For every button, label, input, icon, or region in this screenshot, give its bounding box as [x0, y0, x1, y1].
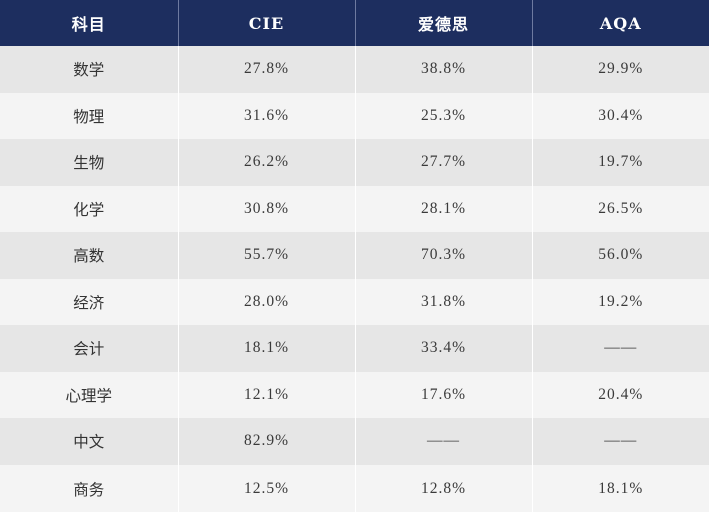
edexcel-cell: 25.3% [355, 92, 533, 139]
header-subject: 科目 [0, 0, 179, 46]
cie-cell: 12.5% [178, 464, 356, 512]
subject-cell: 物理 [0, 92, 179, 139]
aqa-cell: 18.1% [532, 464, 709, 512]
edexcel-cell: —— [355, 418, 533, 465]
header-aqa: AQA [532, 0, 709, 46]
aqa-cell: 26.5% [532, 185, 709, 232]
edexcel-cell: 17.6% [355, 371, 533, 418]
aqa-cell: —— [532, 325, 709, 372]
edexcel-cell: 12.8% [355, 464, 533, 512]
cie-cell: 55.7% [178, 232, 356, 279]
aqa-cell: 19.7% [532, 139, 709, 186]
edexcel-cell: 27.7% [355, 139, 533, 186]
cie-cell: 28.0% [178, 278, 356, 325]
aqa-cell: —— [532, 418, 709, 465]
table-row: 数学 27.8% 38.8% 29.9% [0, 46, 709, 93]
subject-cell: 化学 [0, 185, 179, 232]
edexcel-cell: 28.1% [355, 185, 533, 232]
edexcel-cell: 38.8% [355, 46, 533, 93]
header-cie: CIE [178, 0, 356, 46]
table-row: 心理学 12.1% 17.6% 20.4% [0, 371, 709, 418]
table-row: 会计 18.1% 33.4% —— [0, 325, 709, 372]
subject-cell: 数学 [0, 46, 179, 93]
subject-cell: 中文 [0, 418, 179, 465]
cie-cell: 30.8% [178, 185, 356, 232]
header-edexcel: 爱德思 [355, 0, 533, 46]
table-row: 生物 26.2% 27.7% 19.7% [0, 139, 709, 186]
cie-cell: 12.1% [178, 371, 356, 418]
table-row: 高数 55.7% 70.3% 56.0% [0, 232, 709, 279]
subject-cell: 心理学 [0, 371, 179, 418]
table-row: 经济 28.0% 31.8% 19.2% [0, 278, 709, 325]
subject-cell: 高数 [0, 232, 179, 279]
aqa-cell: 30.4% [532, 92, 709, 139]
cie-cell: 18.1% [178, 325, 356, 372]
table-row: 物理 31.6% 25.3% 30.4% [0, 92, 709, 139]
cie-cell: 82.9% [178, 418, 356, 465]
table-header: 科目 CIE 爱德思 AQA [0, 0, 709, 46]
edexcel-cell: 31.8% [355, 278, 533, 325]
aqa-cell: 19.2% [532, 278, 709, 325]
header-row: 科目 CIE 爱德思 AQA [0, 0, 709, 46]
cie-cell: 27.8% [178, 46, 356, 93]
aqa-cell: 29.9% [532, 46, 709, 93]
aqa-cell: 56.0% [532, 232, 709, 279]
subject-cell: 生物 [0, 139, 179, 186]
subject-cell: 会计 [0, 325, 179, 372]
table-row: 商务 12.5% 12.8% 18.1% [0, 464, 709, 512]
subject-cell: 经济 [0, 278, 179, 325]
subject-cell: 商务 [0, 464, 179, 512]
edexcel-cell: 33.4% [355, 325, 533, 372]
table-body: 数学 27.8% 38.8% 29.9% 物理 31.6% 25.3% 30.4… [0, 46, 709, 512]
aqa-cell: 20.4% [532, 371, 709, 418]
table-row: 化学 30.8% 28.1% 26.5% [0, 185, 709, 232]
cie-cell: 31.6% [178, 92, 356, 139]
edexcel-cell: 70.3% [355, 232, 533, 279]
cie-cell: 26.2% [178, 139, 356, 186]
table-row: 中文 82.9% —— —— [0, 418, 709, 465]
